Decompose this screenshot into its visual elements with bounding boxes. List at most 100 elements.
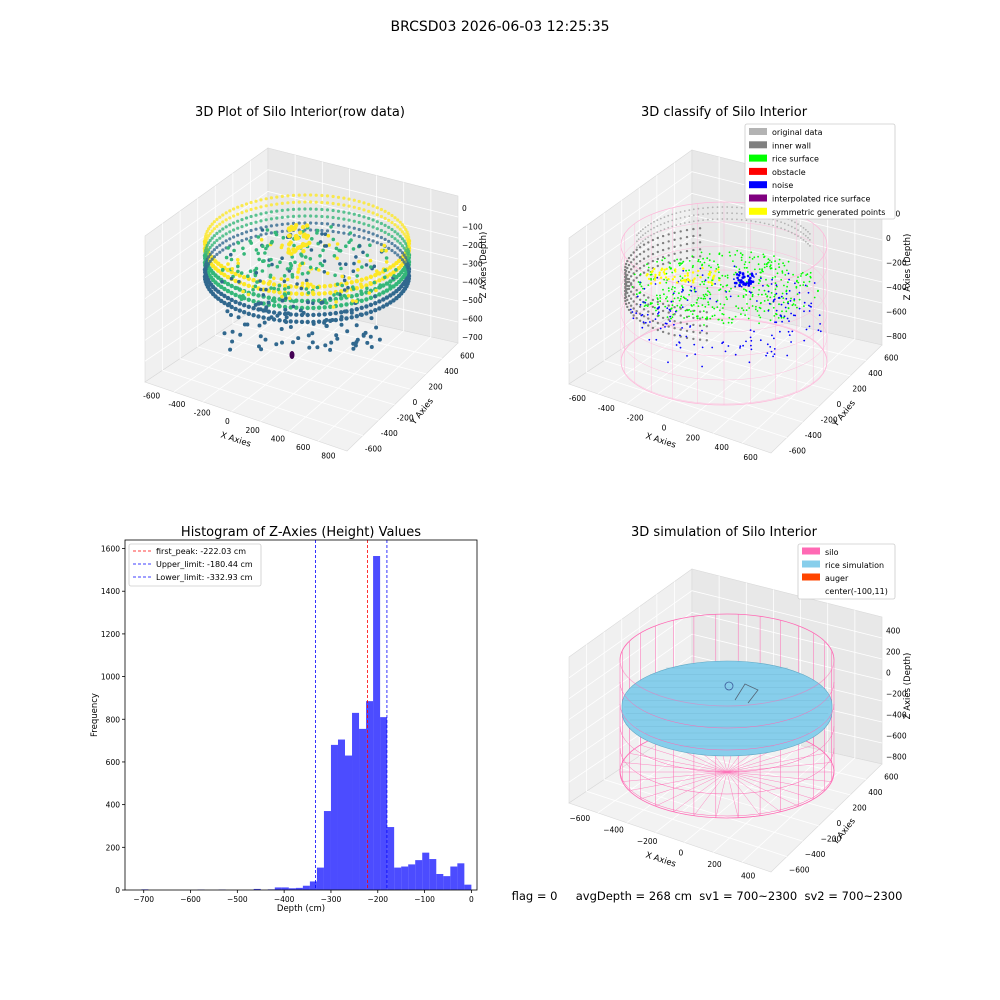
raw-wall-point	[218, 236, 222, 240]
rice-surface-point	[719, 283, 722, 286]
histogram-ylabel: Frequency	[90, 693, 100, 737]
raw-surface-point	[236, 258, 240, 262]
raw-wall-point	[210, 222, 214, 226]
silo-bottom-spoke	[726, 771, 761, 816]
silo-bottom-spoke	[715, 771, 728, 818]
raw-wall-point	[275, 195, 279, 199]
raw-wall-point	[314, 214, 318, 218]
raw-wall-point	[215, 238, 219, 242]
noise-point	[750, 344, 752, 347]
inner-wall-point	[624, 283, 628, 287]
raw-wall-point	[377, 306, 382, 311]
raw-deep-point	[361, 333, 366, 338]
raw-wall-point	[362, 229, 366, 233]
panel-classify-3d: 3D classify of Silo Interior -600-400-20…	[568, 105, 913, 462]
original-point	[647, 230, 649, 233]
raw-wall-point	[204, 239, 208, 243]
panel-raw-title: 3D Plot of Silo Interior(row data)	[195, 105, 405, 120]
raw-wall-point	[344, 302, 349, 307]
raw-surface-point	[346, 294, 351, 298]
raw-surface-point	[372, 264, 377, 269]
raw-wall-point	[368, 274, 374, 279]
symmetric-point	[658, 273, 661, 277]
raw-wall-point	[316, 312, 322, 317]
raw-wall-point	[221, 227, 225, 231]
rice-surface-point	[645, 304, 647, 307]
raw-surface-point	[284, 296, 288, 300]
rice-surface-point	[717, 318, 720, 321]
original-point	[659, 217, 662, 220]
raw-wall-point	[375, 227, 379, 231]
raw-wall-point	[336, 209, 341, 213]
rice-surface-point	[702, 310, 705, 312]
raw-wall-point	[236, 212, 240, 216]
raw-wall-point	[218, 243, 222, 247]
noise-point	[773, 298, 776, 301]
symmetric-point	[671, 278, 675, 281]
raw-wall-point	[280, 201, 284, 205]
original-point	[683, 210, 686, 212]
rice-surface-point	[701, 316, 704, 319]
raw-wall-point	[342, 217, 346, 221]
grid-line-x	[741, 610, 856, 863]
rice-surface-point	[706, 257, 709, 260]
rice-surface-point	[667, 287, 670, 289]
raw-wall-point	[352, 205, 356, 209]
noise-point	[786, 354, 789, 357]
original-point	[802, 239, 805, 241]
z-tick-label: −700	[462, 333, 483, 342]
rice-surface-point	[763, 263, 766, 266]
noise-point	[701, 346, 704, 349]
rice-surface-point	[800, 273, 803, 275]
inner-wall-point	[626, 280, 629, 284]
raw-wall-point	[342, 203, 346, 207]
raw-surface-point	[287, 269, 292, 273]
histogram-bar	[288, 888, 296, 890]
histogram-ticks: −700 −600 −500 −400 −300 −200 −100 002004006008…	[101, 545, 474, 904]
raw-wall-point	[233, 306, 238, 312]
rice-surface-point	[711, 306, 714, 309]
raw-surface-point	[394, 268, 398, 272]
rice-surface-point	[782, 301, 785, 304]
noise-point	[678, 342, 681, 344]
noise-point	[681, 327, 683, 329]
rice-surface-point	[756, 310, 759, 312]
original-point	[707, 212, 709, 215]
raw-deep-point	[225, 309, 230, 314]
raw-surface-point	[334, 246, 339, 251]
original-point	[763, 222, 766, 225]
original-point	[667, 226, 670, 229]
z-tick-label: −200	[886, 258, 907, 267]
raw-wall-point	[354, 293, 359, 298]
noise-point	[631, 311, 634, 313]
original-point	[663, 222, 666, 225]
z-tick-label: 200	[886, 648, 901, 657]
inner-wall-point	[632, 251, 635, 254]
original-point	[787, 230, 790, 233]
histogram-bar	[387, 827, 395, 890]
silo-ring-front	[619, 747, 835, 795]
rice-surface-point	[690, 310, 692, 313]
inner-wall-point	[661, 234, 665, 238]
x-tick-label: -400	[598, 404, 615, 413]
original-point	[783, 228, 786, 231]
raw-wall-point	[320, 200, 324, 205]
original-point	[688, 209, 691, 212]
raw-wall-point	[240, 204, 244, 208]
y-tick-label: 400	[444, 367, 459, 376]
original-point	[642, 234, 644, 237]
noise-point	[699, 267, 702, 270]
raw-wall-point	[221, 241, 225, 245]
raw-wall-point	[251, 299, 256, 304]
raw-surface-point	[374, 288, 378, 293]
raw-surface-point	[297, 267, 301, 271]
raw-wall-point	[388, 279, 393, 284]
original-point	[679, 217, 682, 219]
rice-surface-point	[776, 272, 779, 275]
inner-wall-point	[642, 271, 646, 274]
original-point	[647, 224, 649, 227]
noise-point	[775, 292, 778, 295]
rice-surface-point	[718, 253, 721, 256]
symmetric-point	[711, 282, 714, 286]
